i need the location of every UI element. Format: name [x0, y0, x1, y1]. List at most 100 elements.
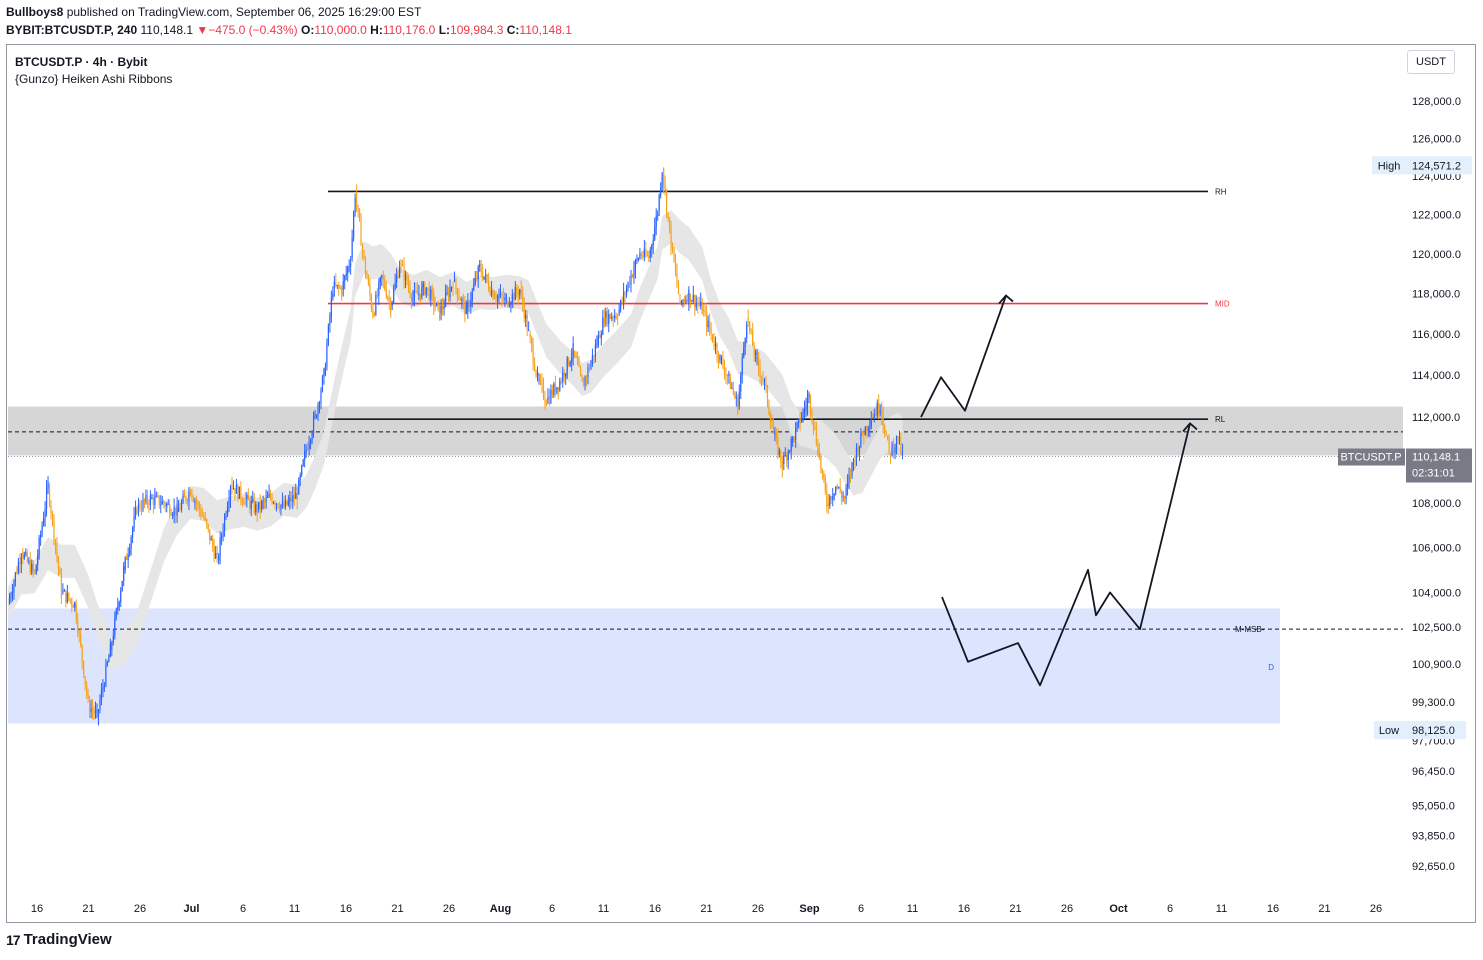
candle-body [688, 289, 690, 303]
candle-body [694, 294, 696, 308]
candle-body [731, 387, 733, 389]
candle-body [320, 391, 322, 404]
candle-body [547, 396, 549, 401]
candle-body [164, 503, 166, 507]
candle-body [330, 298, 332, 317]
candle-body [709, 320, 711, 330]
level-label: M-MSB- [1235, 625, 1265, 634]
candle-body [480, 267, 482, 273]
candle-body [673, 247, 675, 262]
candle-body [151, 497, 153, 499]
candle-body [16, 572, 18, 574]
candle-body [431, 289, 433, 294]
candle-body [299, 475, 301, 480]
candle-body [272, 502, 275, 504]
candle-body [255, 504, 257, 512]
candle-body [861, 431, 863, 435]
candle-body [258, 501, 260, 510]
candle-body [106, 662, 108, 665]
candle-body [231, 483, 233, 489]
candle-body [83, 661, 85, 677]
candle-body [19, 562, 21, 564]
candle-body [132, 528, 134, 538]
candle-body [565, 373, 567, 377]
candle-body [554, 383, 556, 393]
candle-body [845, 487, 847, 499]
tv-logo-icon: 17 [6, 931, 21, 948]
heiken-ashi-ribbon [8, 210, 903, 670]
candle-body [172, 514, 174, 516]
candle-body [670, 226, 672, 250]
candle-body [81, 644, 83, 662]
candle-body [811, 411, 813, 421]
candle-body [706, 312, 708, 328]
candle-body [287, 501, 289, 505]
candle-body [387, 297, 389, 299]
y-tick-label: 116,000.0 [1412, 329, 1460, 341]
candle-body [225, 514, 227, 517]
close-label: C: [506, 23, 520, 37]
legend-indicator[interactable]: {Gunzo} Heiken Ashi Ribbons [15, 72, 173, 86]
legend-symbol[interactable]: BTCUSDT.P · 4h · Bybit [15, 55, 148, 69]
candle-body [226, 506, 229, 515]
candle-body [105, 664, 107, 686]
candle-body [769, 413, 772, 424]
candle-body [197, 503, 199, 505]
candle-body [126, 557, 128, 560]
candle-body [821, 469, 823, 474]
candle-body [293, 495, 295, 499]
candle-body [180, 502, 183, 510]
candle-body [848, 474, 850, 482]
candle-body [440, 306, 442, 314]
candle-body [170, 514, 172, 516]
candle-body [450, 287, 453, 289]
candle-body [590, 362, 592, 370]
candle-body [588, 367, 591, 370]
candle-body [96, 709, 98, 711]
candle-body [685, 299, 687, 302]
open-value: 110,000.0 [314, 23, 367, 37]
candle-body [763, 379, 766, 382]
candle-body [536, 372, 539, 376]
candle-body [473, 284, 475, 291]
candle-body [124, 557, 126, 570]
candle-body [99, 700, 101, 710]
candle-body [749, 321, 751, 331]
candle-body [594, 344, 596, 357]
candle-body [234, 488, 236, 494]
candle-body [90, 708, 92, 712]
candle-body [111, 642, 113, 651]
candle-body [792, 436, 794, 443]
candle-body [633, 269, 635, 278]
candle-body [832, 495, 834, 500]
candle-body [674, 261, 677, 271]
candle-body [301, 465, 303, 476]
candle-body [523, 304, 525, 319]
candle-body [444, 293, 447, 307]
candle-body [354, 198, 356, 213]
candle-body [858, 445, 861, 454]
candle-body [232, 488, 235, 490]
candle-body [103, 685, 106, 688]
candle-body [864, 426, 866, 436]
candle-body [40, 534, 42, 538]
candle-body [891, 444, 893, 456]
x-tick-label: 11 [598, 903, 609, 915]
currency-button[interactable]: USDT [1407, 50, 1455, 74]
candle-body [442, 306, 444, 309]
x-tick-label: 21 [700, 903, 712, 915]
candle-body [849, 474, 852, 476]
candle-body [158, 495, 160, 506]
candle-body [192, 498, 195, 502]
candle-body [885, 433, 887, 436]
candle-body [599, 334, 601, 339]
candle-body [519, 289, 521, 296]
candle-body [289, 497, 291, 502]
candle-body [167, 503, 169, 505]
author-name[interactable]: Bullboys8 [6, 5, 64, 19]
candle-body [835, 486, 837, 494]
candle-body [602, 317, 604, 335]
candle-body [11, 592, 14, 596]
candle-body [799, 418, 801, 425]
